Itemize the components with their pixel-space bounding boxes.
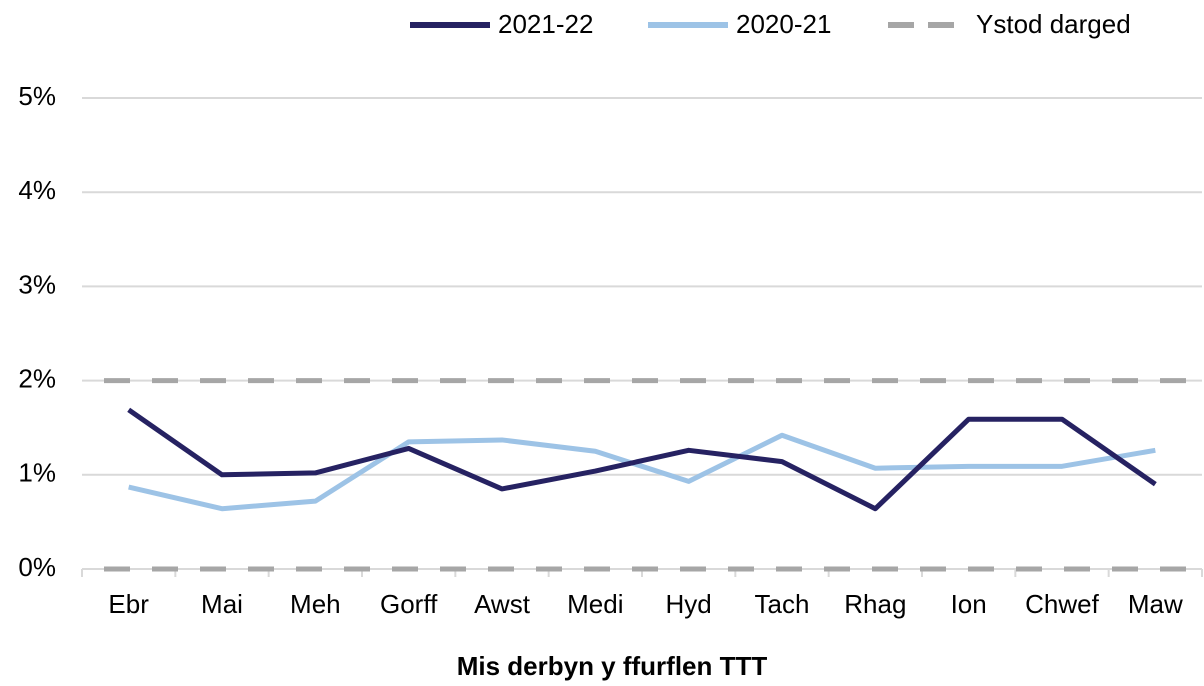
y-tick-label: 5%	[18, 81, 56, 111]
series-line	[128, 432, 1156, 512]
x-tick-label: Mai	[201, 589, 243, 619]
legend-label: 2020-21	[736, 9, 831, 39]
y-tick-label: 0%	[18, 552, 56, 582]
legend-label: 2021-22	[498, 9, 593, 39]
x-axis-title: Mis derbyn y ffurflen TTT	[457, 651, 768, 681]
y-tick-label: 4%	[18, 175, 56, 205]
y-tick-label: 3%	[18, 269, 56, 299]
legend-label: Ystod darged	[976, 9, 1131, 39]
x-tick-label: Hyd	[666, 589, 712, 619]
x-tick-label: Gorff	[380, 589, 438, 619]
x-tick-label: Awst	[474, 589, 531, 619]
x-tick-label: Meh	[290, 589, 341, 619]
x-tick-label: Chwef	[1025, 589, 1099, 619]
x-tick-label: Ion	[951, 589, 987, 619]
x-tick-label: Tach	[755, 589, 810, 619]
x-tick-label: Ebr	[108, 589, 149, 619]
series-line	[127, 407, 1157, 512]
x-tick-label: Medi	[567, 589, 623, 619]
y-tick-label: 1%	[18, 458, 56, 488]
x-tick-label: Rhag	[844, 589, 906, 619]
x-tick-label: Maw	[1128, 589, 1183, 619]
y-tick-label: 2%	[18, 363, 56, 393]
